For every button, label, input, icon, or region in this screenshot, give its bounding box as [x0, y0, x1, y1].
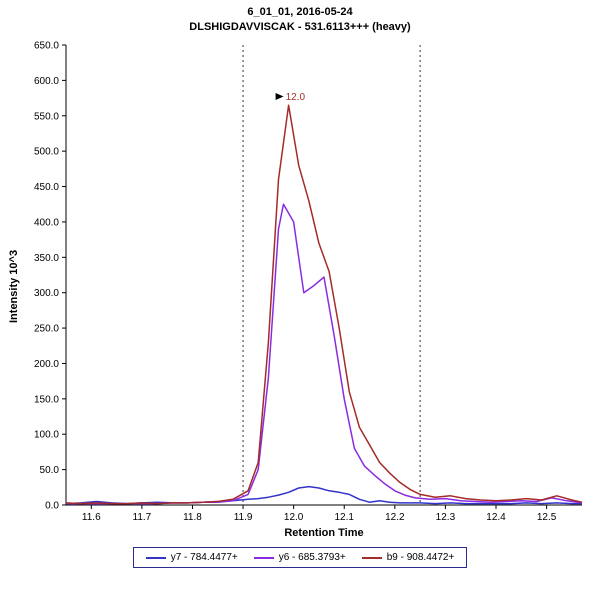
chromatogram-plot[interactable]: 0.0 50.0 100.0 150.0 200.0 250.0 300.0 350.0 400…	[0, 35, 600, 527]
y-tick-label: 500.0	[34, 147, 59, 158]
x-tick-label: 12.2	[385, 512, 405, 523]
x-tick-label: 11.6	[82, 512, 101, 523]
y-tick-label: 400.0	[34, 217, 59, 228]
y-tick-label: 450.0	[34, 182, 59, 193]
legend-swatch-b9	[361, 556, 382, 559]
legend-item-b9: b9 - 908.4472+	[361, 552, 455, 563]
x-tick-label: 11.7	[133, 512, 152, 523]
chart-subtitle: DLSHIGDAVVISCAK - 531.6113+++ (heavy)	[189, 21, 411, 33]
x-tick-label: 11.9	[234, 512, 253, 523]
x-tick-label: 12.1	[335, 512, 355, 523]
x-tick-label: 12.4	[486, 512, 506, 523]
chart-area: 0.0 50.0 100.0 150.0 200.0 250.0 300.0 350.0 400…	[0, 35, 600, 527]
legend-label-y6: y6 - 685.3793+	[278, 552, 346, 563]
y-tick-label: 350.0	[34, 253, 59, 264]
x-tick-label: 12.0	[284, 512, 304, 523]
legend-row: y7 - 784.4477+ y6 - 685.3793+ b9 - 908.4…	[0, 547, 600, 568]
x-tick-label: 12.3	[436, 512, 456, 523]
y-tick-label: 550.0	[34, 111, 59, 122]
chart-title: 6_01_01, 2016-05-24	[247, 6, 353, 18]
series-line-b9[interactable]	[65, 104, 583, 505]
y-tick-label: 300.0	[34, 288, 59, 299]
x-axis-label: Retention Time	[284, 527, 364, 539]
y-tick-label: 250.0	[34, 324, 59, 335]
y-axis-label: Intensity 10^3	[8, 249, 20, 323]
x-tick-label: 11.8	[183, 512, 202, 523]
legend-swatch-y7	[145, 556, 166, 559]
y-tick-label: 200.0	[34, 359, 59, 370]
legend-item-y6: y6 - 685.3793+	[253, 552, 346, 563]
x-tick-label: 12.5	[537, 512, 557, 523]
chart-header: 6_01_01, 2016-05-24 DLSHIGDAVVISCAK - 53…	[0, 0, 600, 35]
y-tick-label: 0.0	[45, 501, 59, 512]
y-tick-label: 650.0	[34, 41, 59, 52]
series-line-y6[interactable]	[66, 203, 583, 505]
y-tick-label: 100.0	[34, 430, 59, 441]
legend-swatch-y6	[253, 556, 274, 559]
y-tick-label: 50.0	[40, 465, 60, 476]
legend-label-y7: y7 - 784.4477+	[170, 552, 238, 563]
legend-label-b9: b9 - 908.4472+	[386, 552, 455, 563]
peak-arrow-icon	[275, 93, 284, 101]
legend-box: y7 - 784.4477+ y6 - 685.3793+ b9 - 908.4…	[132, 547, 468, 568]
legend-item-y7: y7 - 784.4477+	[145, 552, 238, 563]
peak-rt-annotation: 12.0	[286, 92, 306, 103]
y-tick-label: 600.0	[34, 76, 59, 87]
y-tick-label: 150.0	[34, 394, 59, 405]
